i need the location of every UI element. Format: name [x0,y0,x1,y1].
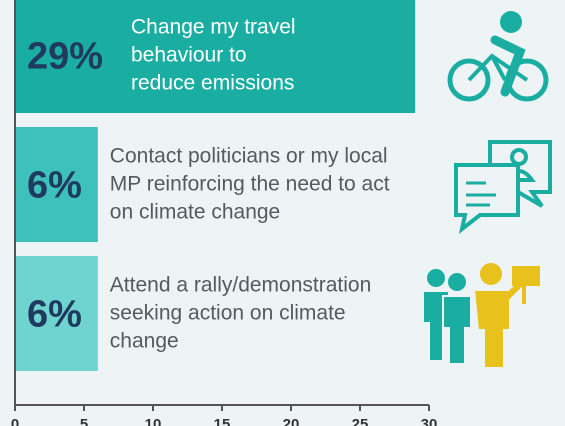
bar [15,256,98,371]
label-line: Change my travel [131,15,296,38]
bike-icon [447,11,549,102]
value-label: 6% [27,165,82,207]
x-tick-label: 25 [352,416,369,426]
x-tick-label: 15 [214,416,231,426]
value-label: 29% [27,36,103,78]
category-label: Contact politicians or my local MP reinfo… [110,144,390,223]
category-label: Attend a rally/demonstration seeking acti… [110,273,371,352]
x-tick-label: 5 [80,416,88,426]
label-line: change [110,329,179,352]
x-tick-label: 0 [11,416,19,426]
x-tick-label: 20 [283,416,300,426]
bar [15,0,416,113]
label-line: seeking action on climate [110,301,346,324]
label-line: Attend a rally/demonstration [110,273,371,296]
label-line: reduce emissions [131,71,294,94]
category-label: Change my travel behaviour to reduce emiss… [131,15,296,94]
value-label: 6% [27,294,82,336]
bar [15,127,98,242]
rally-icon [424,261,540,369]
x-tick-label: 10 [145,416,162,426]
label-line: on climate change [110,200,280,223]
x-tick-label: 30 [421,416,438,426]
label-line: behaviour to [131,43,247,66]
label-line: MP reinforcing the need to act [110,172,390,195]
chat-icon [454,140,552,234]
label-line: Contact politicians or my local [110,144,388,167]
